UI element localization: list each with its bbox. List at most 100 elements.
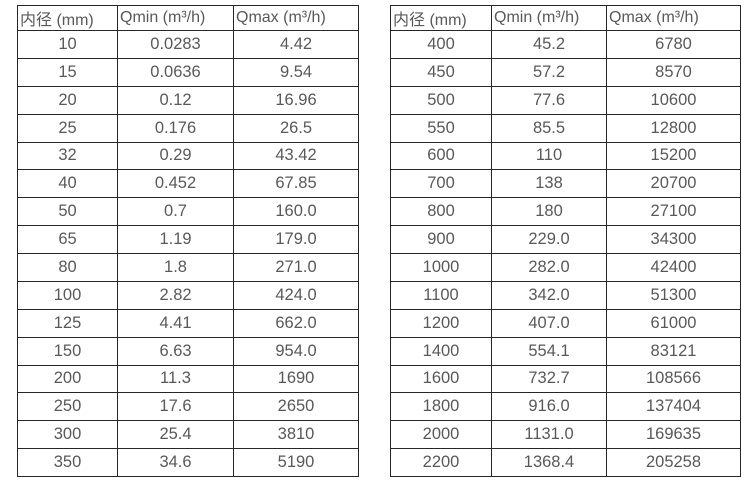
diameter-cell: 40 xyxy=(17,169,118,199)
diameter-cell: 25 xyxy=(17,113,118,143)
qmax-cell: 67.85 xyxy=(233,169,359,199)
table-header: 内径 (mm) Qmin (m³/h) Qmax (m³/h) xyxy=(390,5,741,31)
flow-table-large-diameters: 内径 (mm) Qmin (m³/h) Qmax (m³/h) 400 45.2 678… xyxy=(390,5,741,477)
qmax-cell: 43.42 xyxy=(233,141,359,171)
qmax-cell: 12800 xyxy=(606,113,741,143)
qmax-cell: 20700 xyxy=(606,169,741,199)
table-row: 450 57.2 8570 xyxy=(390,57,741,87)
qmin-cell: 282.0 xyxy=(491,253,607,282)
diameter-cell: 900 xyxy=(390,225,492,254)
table-row: 100 2.82 424.0 xyxy=(17,280,359,310)
qmin-cell: 85.5 xyxy=(491,113,607,143)
table-row: 65 1.19 179.0 xyxy=(17,225,359,254)
diameter-column-header: 内径 (mm) xyxy=(390,5,492,31)
qmin-cell: 180 xyxy=(491,197,607,227)
qmax-cell: 27100 xyxy=(606,197,741,227)
qmin-cell: 342.0 xyxy=(491,280,607,310)
qmin-cell: 25.4 xyxy=(117,420,234,450)
table-row: 150 6.63 954.0 xyxy=(17,336,359,366)
diameter-cell: 20 xyxy=(17,85,118,115)
table-header: 内径 (mm) Qmin (m³/h) Qmax (m³/h) xyxy=(17,5,359,31)
qmax-cell: 16.96 xyxy=(233,85,359,115)
table-row: 50 0.7 160.0 xyxy=(17,197,359,227)
table-row: 1100 342.0 51300 xyxy=(390,280,741,310)
qmin-cell: 6.63 xyxy=(117,336,234,366)
qmax-cell: 205258 xyxy=(606,448,741,477)
diameter-cell: 32 xyxy=(17,141,118,171)
qmin-cell: 1368.4 xyxy=(491,448,607,477)
diameter-cell: 80 xyxy=(17,253,118,282)
table-row: 10 0.0283 4.42 xyxy=(17,30,359,59)
table-row: 32 0.29 43.42 xyxy=(17,141,359,171)
qmax-cell: 3810 xyxy=(233,420,359,450)
qmin-cell: 229.0 xyxy=(491,225,607,254)
diameter-cell: 200 xyxy=(17,364,118,394)
diameter-cell: 100 xyxy=(17,280,118,310)
qmin-cell: 0.452 xyxy=(117,169,234,199)
qmax-cell: 10600 xyxy=(606,85,741,115)
table-row: 350 34.6 5190 xyxy=(17,448,359,477)
table-row: 25 0.176 26.5 xyxy=(17,113,359,143)
table-row: 600 110 15200 xyxy=(390,141,741,171)
table-row: 800 180 27100 xyxy=(390,197,741,227)
table-row: 1000 282.0 42400 xyxy=(390,253,741,282)
qmin-cell: 0.0283 xyxy=(117,30,234,59)
diameter-cell: 15 xyxy=(17,57,118,87)
diameter-cell: 65 xyxy=(17,225,118,254)
qmax-cell: 2650 xyxy=(233,392,359,422)
qmin-cell: 0.12 xyxy=(117,85,234,115)
flow-table-small-diameters: 内径 (mm) Qmin (m³/h) Qmax (m³/h) 10 0.0283 4.… xyxy=(17,5,359,477)
qmin-cell: 732.7 xyxy=(491,364,607,394)
table-row: 500 77.6 10600 xyxy=(390,85,741,115)
qmax-cell: 137404 xyxy=(606,392,741,422)
table-row: 700 138 20700 xyxy=(390,169,741,199)
qmin-column-header: Qmin (m³/h) xyxy=(117,5,234,31)
qmax-column-header: Qmax (m³/h) xyxy=(606,5,741,31)
table-row: 1800 916.0 137404 xyxy=(390,392,741,422)
diameter-cell: 450 xyxy=(390,57,492,87)
qmax-cell: 1690 xyxy=(233,364,359,394)
diameter-cell: 1800 xyxy=(390,392,492,422)
diameter-cell: 800 xyxy=(390,197,492,227)
qmin-cell: 11.3 xyxy=(117,364,234,394)
table-row: 125 4.41 662.0 xyxy=(17,308,359,338)
qmax-cell: 34300 xyxy=(606,225,741,254)
qmin-cell: 1131.0 xyxy=(491,420,607,450)
qmax-column-header: Qmax (m³/h) xyxy=(233,5,359,31)
diameter-cell: 1200 xyxy=(390,308,492,338)
header-row: 内径 (mm) Qmin (m³/h) Qmax (m³/h) xyxy=(17,5,359,31)
table-row: 20 0.12 16.96 xyxy=(17,85,359,115)
qmin-cell: 77.6 xyxy=(491,85,607,115)
diameter-cell: 2200 xyxy=(390,448,492,477)
qmax-cell: 424.0 xyxy=(233,280,359,310)
diameter-cell: 1100 xyxy=(390,280,492,310)
qmin-cell: 1.19 xyxy=(117,225,234,254)
qmin-cell: 17.6 xyxy=(117,392,234,422)
qmin-column-header: Qmin (m³/h) xyxy=(491,5,607,31)
qmax-cell: 9.54 xyxy=(233,57,359,87)
table-row: 300 25.4 3810 xyxy=(17,420,359,450)
table-row: 1400 554.1 83121 xyxy=(390,336,741,366)
qmin-cell: 34.6 xyxy=(117,448,234,477)
qmax-cell: 160.0 xyxy=(233,197,359,227)
qmin-cell: 0.29 xyxy=(117,141,234,171)
diameter-cell: 125 xyxy=(17,308,118,338)
qmin-cell: 2.82 xyxy=(117,280,234,310)
diameter-cell: 300 xyxy=(17,420,118,450)
qmax-cell: 954.0 xyxy=(233,336,359,366)
diameter-cell: 600 xyxy=(390,141,492,171)
qmin-cell: 138 xyxy=(491,169,607,199)
table-row: 2000 1131.0 169635 xyxy=(390,420,741,450)
qmin-cell: 0.176 xyxy=(117,113,234,143)
qmax-cell: 5190 xyxy=(233,448,359,477)
diameter-cell: 50 xyxy=(17,197,118,227)
table-row: 80 1.8 271.0 xyxy=(17,253,359,282)
diameter-cell: 400 xyxy=(390,30,492,59)
header-row: 内径 (mm) Qmin (m³/h) Qmax (m³/h) xyxy=(390,5,741,31)
table-row: 550 85.5 12800 xyxy=(390,113,741,143)
qmax-cell: 26.5 xyxy=(233,113,359,143)
qmin-cell: 916.0 xyxy=(491,392,607,422)
qmax-cell: 8570 xyxy=(606,57,741,87)
qmin-cell: 407.0 xyxy=(491,308,607,338)
